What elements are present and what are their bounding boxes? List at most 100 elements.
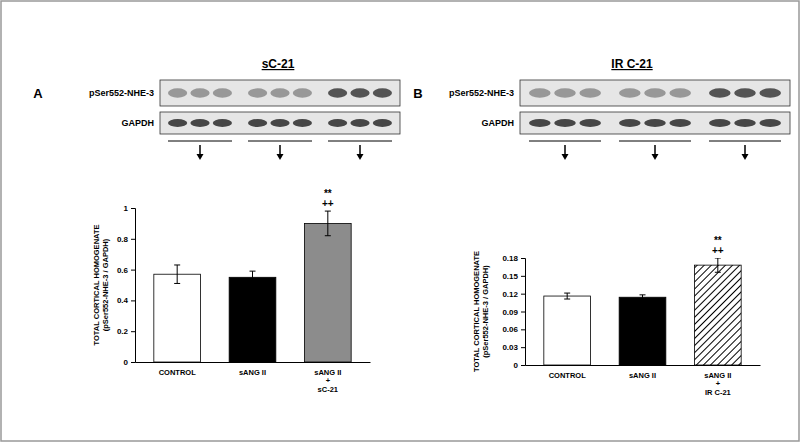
tick-label: 0.4 [117,296,129,305]
tick-label: 0 [124,358,129,367]
tick-mark [131,208,135,209]
arrow-head [652,154,659,160]
tick-label: 0.18 [502,254,518,263]
error-cap [564,299,570,300]
blot-band [529,88,551,97]
frame [1,1,799,441]
blot-band [213,119,232,127]
blot-band [373,88,392,97]
tick: 0.06 [502,325,525,334]
bars [154,211,351,362]
y-axis-title: TOTAL CORTICAL HOMOGENATE(pSer552-NHE-3 … [92,225,110,346]
error-line [567,293,568,299]
arrow-head [562,154,569,160]
tick: 0.15 [502,272,525,281]
error-cap [564,293,570,294]
error-bar [325,211,331,236]
blot-band [213,88,232,97]
tick-label: 0 [514,361,519,370]
tick: CONTROL [159,362,196,377]
error-bar [640,295,646,300]
error-line [642,295,643,300]
arrow-head [277,154,284,160]
x-axis: CONTROLsANG IIsANG II+sC-21 [136,362,371,394]
y-axis: 00.20.40.60.81 [117,204,136,367]
axis-line [526,365,761,366]
axis-line [521,259,526,366]
bar [154,274,201,362]
blot-band [554,119,576,127]
tick-label: 0.6 [117,266,129,275]
title: IR C-21 [611,57,653,71]
blot-label: GAPDH [121,118,154,128]
tick-mark [131,239,135,240]
tick-label: sANG II [239,368,266,377]
blot-band [373,119,392,127]
error-cap [640,299,646,300]
panel: sC-21ApSer552-NHE-3GAPDH00.20.40.60.81CO… [33,57,400,394]
blot-band [270,119,289,127]
figure: sC-21ApSer552-NHE-3GAPDH00.20.40.60.81CO… [0,0,800,442]
axis-line [136,362,371,363]
error-line [177,265,178,283]
y-axis: 0 0.03 0.06 0.09 0.12 0.15 0.18 [502,254,525,370]
error-cap [325,235,331,236]
tick-mark [131,362,135,363]
error-line [327,211,328,236]
tick: 0 [124,358,135,367]
panel: IR C-21BpSer552-NHE-3GAPDH00.030.060.090… [413,57,790,397]
y-axis-title-line: (pSer552-NHE-3 / GAPDH) [101,238,110,331]
tick-mark [521,294,525,295]
blot-label: pSer552-NHE-3 [89,88,154,98]
tick: 1 [124,204,135,213]
tick: sANG II+IR C-21 [704,365,731,397]
bracket [328,141,392,142]
tick: 0.6 [117,266,135,275]
arrow-head [742,154,749,160]
title: sC-21 [262,57,295,71]
bracket [709,141,781,142]
tick-label: CONTROL [159,368,196,377]
blot-band [293,88,312,97]
blot-band [619,88,641,97]
tick: 0.12 [502,290,525,299]
error-cap [250,283,256,284]
blot-band [190,119,209,127]
error-cap [174,264,180,265]
error-cap [325,211,331,212]
tick-mark [521,347,525,348]
blot-band [293,119,312,127]
blot-band [669,119,691,127]
tick-mark [521,312,525,313]
tick: 0.09 [502,308,525,317]
blot-band [554,88,576,97]
blot-band [709,119,731,127]
tick: 0.4 [117,296,135,305]
bar [544,296,591,365]
bracket [248,141,312,142]
tick-mark [131,270,135,271]
tick-label: 0.06 [502,325,518,334]
error-cap [715,258,721,259]
blot-band [644,119,666,127]
tick-mark [131,331,135,332]
blot [520,112,790,134]
tick-label: CONTROL [549,371,586,380]
blot-band [350,88,369,97]
tick: CONTROL [549,365,586,380]
tick-mark [521,276,525,277]
bar [619,297,666,365]
blot-band [579,88,601,97]
y-axis-title-line: TOTAL CORTICAL HOMOGENATE [92,225,101,346]
tick-label: 0.03 [502,343,518,352]
bracket [529,141,601,142]
tick: sANG II [629,365,656,380]
blot-band [734,88,756,97]
arrow-head [197,154,204,160]
tick-label: sANG II+IR C-21 [704,371,731,397]
bar [694,265,741,365]
error-line [717,258,718,272]
blot-band [529,119,551,127]
blot-band [168,88,187,97]
tick: 0 [514,361,525,370]
